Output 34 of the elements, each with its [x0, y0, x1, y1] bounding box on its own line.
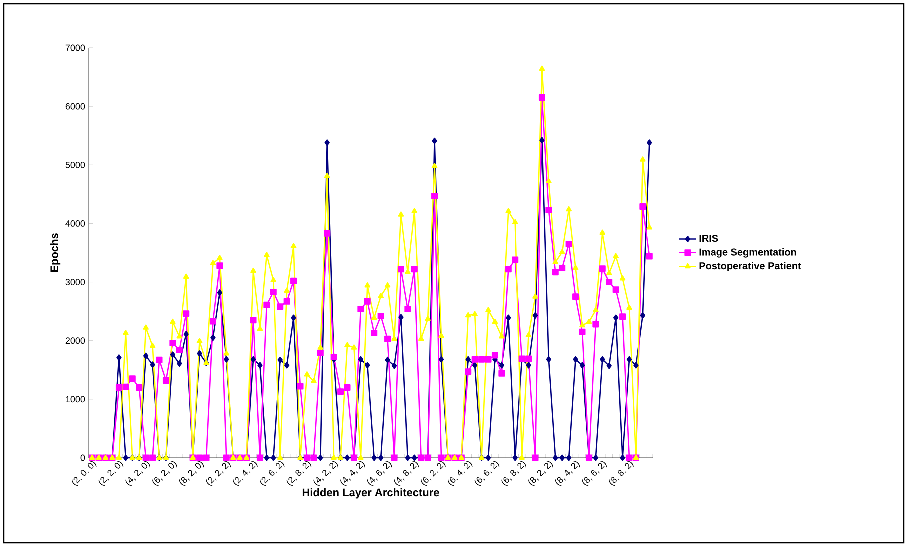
y-tick-label: 0 — [80, 454, 86, 462]
x-tick-label: (8, 2, 0) — [179, 461, 204, 486]
y-tick-label: 4000 — [66, 220, 86, 227]
x-tick-label: (8, 2, 2) — [528, 461, 554, 486]
legend-label: IRIS — [700, 235, 718, 242]
y-tick-label: 2000 — [66, 338, 86, 344]
x-tick-label: (4, 6, 2) — [367, 461, 392, 486]
x-tick-label: (8, 6, 2) — [582, 461, 608, 486]
x-tick-label: (4, 2, 2) — [314, 461, 338, 486]
x-tick-label: (8, 8, 2) — [609, 461, 634, 486]
x-tick-label: (4, 8, 2) — [394, 461, 420, 486]
x-tick-label: (6, 4, 2) — [448, 461, 473, 486]
x-tick-label: (6, 6, 2) — [474, 461, 500, 486]
x-tick-label: (6, 8, 2) — [502, 461, 526, 486]
x-tick-label: (2, 0, 0) — [72, 461, 97, 486]
x-tick-label: (2, 2, 2) — [206, 461, 232, 486]
x-tick-label: (2, 8, 2) — [286, 461, 312, 486]
x-tick-label: (2, 4, 2) — [233, 461, 258, 486]
x-tick-label: (4, 4, 2) — [340, 461, 366, 486]
y-axis-title: Epochs — [50, 234, 61, 272]
x-tick-label: (4, 2, 0) — [126, 461, 150, 486]
y-tick-label: 3000 — [66, 279, 86, 286]
x-tick-label: (6, 2, 0) — [152, 461, 178, 486]
y-tick-label: 6000 — [66, 103, 86, 110]
legend-label: Postoperative Patient — [700, 262, 802, 272]
x-tick-label: (2, 6, 2) — [260, 461, 285, 486]
y-tick-label: 7000 — [66, 44, 86, 52]
x-tick-label: (8, 4, 2) — [555, 461, 580, 486]
x-tick-label: (2, 2, 0) — [98, 461, 124, 486]
x-axis-title: Hidden Layer Architecture — [302, 488, 440, 499]
y-tick-label: 5000 — [66, 162, 86, 168]
y-tick-label: 1000 — [66, 396, 86, 403]
x-tick-label: (6, 2, 2) — [421, 461, 446, 486]
legend-label: Image Segmentation — [700, 248, 796, 258]
